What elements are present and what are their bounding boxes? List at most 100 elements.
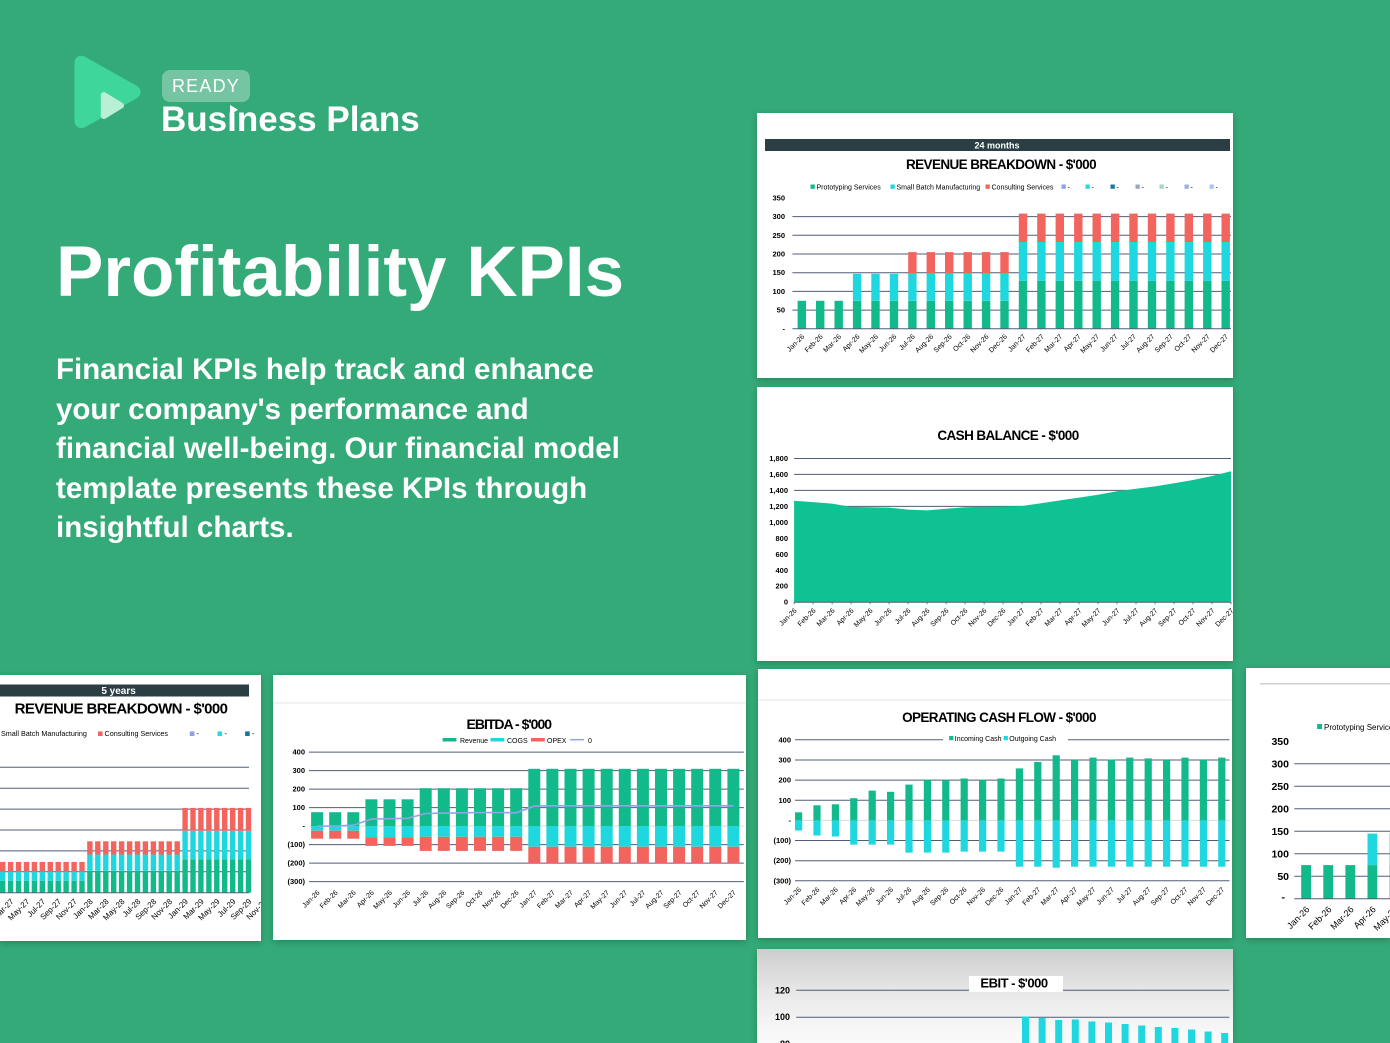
svg-text:May-26: May-26	[855, 886, 877, 908]
svg-text:Sep-26: Sep-26	[929, 886, 950, 907]
svg-text:Jun-27: Jun-27	[1101, 607, 1121, 627]
svg-text:200: 200	[1271, 803, 1289, 815]
svg-text:Jun-26: Jun-26	[873, 607, 893, 627]
svg-text:200: 200	[772, 250, 785, 259]
svg-text:150: 150	[772, 268, 785, 277]
svg-text:May-27: May-27	[1076, 886, 1098, 908]
svg-text:Mar-27: Mar-27	[1040, 886, 1061, 907]
svg-text:Nov-26: Nov-26	[966, 886, 987, 907]
svg-text:Jun-27: Jun-27	[1099, 333, 1119, 353]
svg-text:(300): (300)	[773, 876, 791, 885]
svg-text:5 years: 5 years	[101, 686, 136, 697]
svg-text:May-26: May-26	[853, 607, 875, 629]
svg-text:(100): (100)	[287, 840, 305, 849]
svg-text:Consulting Services: Consulting Services	[105, 729, 169, 738]
svg-text:1,200: 1,200	[769, 502, 788, 511]
svg-text:100: 100	[772, 287, 785, 296]
svg-text:-: -	[1092, 185, 1095, 192]
svg-text:Jan-26: Jan-26	[301, 889, 321, 909]
svg-text:0: 0	[784, 598, 788, 607]
svg-text:Jun-27: Jun-27	[1096, 886, 1116, 906]
svg-text:Feb-27: Feb-27	[1025, 333, 1046, 354]
svg-text:Outgoing Cash: Outgoing Cash	[1009, 736, 1056, 743]
svg-text:Dec-26: Dec-26	[984, 886, 1005, 907]
svg-text:800: 800	[775, 534, 788, 543]
svg-text:Feb-26: Feb-26	[797, 607, 818, 628]
svg-text:-: -	[1117, 185, 1120, 192]
svg-text:600: 600	[775, 550, 788, 559]
svg-text:Sep-26: Sep-26	[445, 889, 466, 910]
svg-text:Revenue: Revenue	[460, 738, 488, 745]
svg-text:300: 300	[292, 766, 305, 775]
svg-text:Mar-27: Mar-27	[1044, 607, 1065, 628]
svg-text:Mar-27: Mar-27	[1044, 333, 1065, 354]
svg-text:100: 100	[775, 1012, 790, 1022]
svg-text:Jun-26: Jun-26	[875, 886, 895, 906]
svg-text:Mar-26: Mar-26	[816, 607, 837, 628]
svg-text:Dec-27: Dec-27	[1214, 607, 1233, 628]
svg-text:Dec-27: Dec-27	[717, 889, 738, 910]
svg-text:Jun-26: Jun-26	[878, 333, 898, 353]
svg-text:Nov-26: Nov-26	[970, 333, 991, 354]
svg-text:Nov-27: Nov-27	[699, 889, 720, 910]
svg-text:EBITDA - $'000: EBITDA - $'000	[467, 716, 553, 732]
svg-text:Dec-27: Dec-27	[1205, 886, 1226, 907]
svg-text:300: 300	[778, 755, 791, 764]
svg-text:CASH BALANCE - $'000: CASH BALANCE - $'000	[937, 428, 1078, 443]
svg-text:Aug-26: Aug-26	[427, 889, 448, 910]
svg-text:200: 200	[778, 776, 791, 785]
svg-text:(300): (300)	[287, 877, 305, 886]
svg-text:(200): (200)	[287, 859, 305, 868]
svg-text:Oct-26: Oct-26	[950, 607, 970, 627]
svg-text:400: 400	[775, 566, 788, 575]
svg-text:REVENUE BREAKDOWN - $'000: REVENUE BREAKDOWN - $'000	[15, 701, 228, 718]
svg-text:-: -	[197, 729, 200, 738]
svg-text:400: 400	[778, 735, 791, 744]
svg-text:Prototyping Services: Prototyping Services	[1324, 723, 1390, 732]
svg-text:0: 0	[588, 738, 592, 745]
svg-text:-: -	[1282, 891, 1286, 903]
svg-text:Small Batch Manufacturing: Small Batch Manufacturing	[897, 185, 981, 192]
svg-text:-: -	[225, 729, 228, 738]
svg-text:Nov-26: Nov-26	[482, 889, 503, 910]
svg-text:200: 200	[292, 785, 305, 794]
svg-text:120: 120	[775, 985, 790, 995]
svg-text:100: 100	[292, 803, 305, 812]
svg-text:300: 300	[1271, 758, 1289, 770]
svg-text:Aug-27: Aug-27	[644, 889, 665, 910]
svg-text:150: 150	[1271, 826, 1289, 838]
svg-text:Feb-27: Feb-27	[536, 889, 557, 910]
svg-text:-: -	[1216, 185, 1219, 192]
svg-text:-: -	[789, 816, 792, 825]
svg-text:May-27: May-27	[1081, 607, 1103, 629]
svg-text:Mar-26: Mar-26	[822, 333, 843, 354]
svg-text:350: 350	[772, 193, 785, 202]
svg-text:80: 80	[780, 1039, 790, 1043]
svg-text:May-26: May-26	[858, 333, 880, 355]
svg-text:Sep-27: Sep-27	[663, 889, 684, 910]
svg-text:100: 100	[1271, 848, 1289, 860]
svg-text:350: 350	[1271, 736, 1289, 748]
svg-text:Mar-27: Mar-27	[554, 889, 575, 910]
svg-text:OPEX: OPEX	[547, 738, 567, 745]
svg-text:-: -	[1142, 185, 1145, 192]
svg-text:Feb-27: Feb-27	[1022, 886, 1043, 907]
svg-text:50: 50	[1277, 871, 1289, 883]
svg-text:Incoming Cash: Incoming Cash	[955, 736, 1002, 743]
svg-text:Jan-26: Jan-26	[786, 333, 806, 353]
svg-text:300: 300	[772, 212, 785, 221]
svg-text:Dec-26: Dec-26	[987, 607, 1008, 628]
svg-text:May-27: May-27	[590, 889, 612, 911]
svg-text:Nov-27: Nov-27	[1191, 333, 1212, 354]
svg-text:Sep-27: Sep-27	[1150, 886, 1171, 907]
svg-text:200: 200	[775, 582, 788, 591]
svg-text:May-26: May-26	[372, 889, 394, 911]
svg-text:100: 100	[778, 796, 791, 805]
svg-text:Feb-26: Feb-26	[319, 889, 340, 910]
svg-text:1,400: 1,400	[769, 486, 788, 495]
svg-text:1,000: 1,000	[769, 518, 788, 527]
svg-text:250: 250	[1271, 781, 1289, 793]
svg-text:Mar-26: Mar-26	[337, 889, 358, 910]
svg-text:Mar-26: Mar-26	[819, 886, 840, 907]
svg-text:Aug-27: Aug-27	[1135, 333, 1156, 354]
